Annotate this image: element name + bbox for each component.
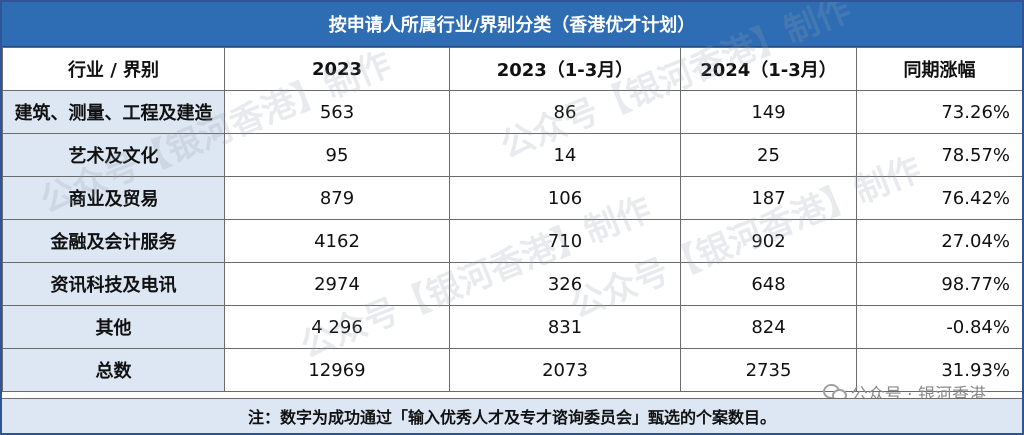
header-2024-q1: 2024（1-3月） <box>680 47 857 91</box>
category-cell: 资讯科技及电讯 <box>2 262 225 306</box>
growth-value: 98.77% <box>856 262 1022 306</box>
table-row: 艺术及文化 95 14 25 78.57% <box>2 133 1022 177</box>
value-2023: 2974 <box>224 262 450 306</box>
value-2024-q1: 149 <box>680 90 857 134</box>
header-row: 行业 / 界别 2023 2023（1-3月） 2024（1-3月） 同期涨幅 <box>2 47 1022 91</box>
growth-value: 78.57% <box>856 133 1022 177</box>
category-cell: 艺术及文化 <box>2 133 225 177</box>
growth-value: 76.42% <box>856 176 1022 220</box>
value-2023-q1: 2073 <box>449 348 681 392</box>
header-2023-q1: 2023（1-3月） <box>449 47 681 91</box>
value-2023: 12969 <box>224 348 450 392</box>
value-2023: 563 <box>224 90 450 134</box>
data-table: 行业 / 界别 2023 2023（1-3月） 2024（1-3月） 同期涨幅 … <box>2 47 1022 392</box>
table-row: 资讯科技及电讯 2974 326 648 98.77% <box>2 262 1022 306</box>
value-2024-q1: 25 <box>680 133 857 177</box>
value-2023-q1: 106 <box>449 176 681 220</box>
category-cell: 总数 <box>2 348 225 392</box>
header-2023: 2023 <box>224 47 450 91</box>
value-2024-q1: 187 <box>680 176 857 220</box>
value-2023-q1: 14 <box>449 133 681 177</box>
table-title: 按申请人所属行业/界别分类（香港优才计划） <box>2 2 1022 47</box>
value-2023: 4162 <box>224 219 450 263</box>
value-2023: 879 <box>224 176 450 220</box>
footnote: 注：数字为成功通过「输入优秀人才及专才谘询委员会」甄选的个案数目。 <box>2 398 1022 433</box>
value-2023-q1: 86 <box>449 90 681 134</box>
growth-value: 31.93% <box>856 348 1022 392</box>
value-2023: 95 <box>224 133 450 177</box>
total-row: 总数 12969 2073 2735 31.93% <box>2 348 1022 392</box>
category-cell: 商业及贸易 <box>2 176 225 220</box>
value-2023: 4 296 <box>224 305 450 349</box>
category-cell: 金融及会计服务 <box>2 219 225 263</box>
value-2024-q1: 648 <box>680 262 857 306</box>
value-2024-q1: 824 <box>680 305 857 349</box>
growth-value: 27.04% <box>856 219 1022 263</box>
category-cell: 其他 <box>2 305 225 349</box>
value-2024-q1: 902 <box>680 219 857 263</box>
header-growth: 同期涨幅 <box>856 47 1022 91</box>
header-category: 行业 / 界别 <box>2 47 225 91</box>
table-row: 建筑、测量、工程及建造 563 86 149 73.26% <box>2 90 1022 134</box>
category-cell: 建筑、测量、工程及建造 <box>2 90 225 134</box>
table-row: 其他 4 296 831 824 -0.84% <box>2 305 1022 349</box>
growth-value: 73.26% <box>856 90 1022 134</box>
value-2023-q1: 326 <box>449 262 681 306</box>
value-2023-q1: 710 <box>449 219 681 263</box>
table-row: 商业及贸易 879 106 187 76.42% <box>2 176 1022 220</box>
table-row: 金融及会计服务 4162 710 902 27.04% <box>2 219 1022 263</box>
growth-value: -0.84% <box>856 305 1022 349</box>
value-2023-q1: 831 <box>449 305 681 349</box>
